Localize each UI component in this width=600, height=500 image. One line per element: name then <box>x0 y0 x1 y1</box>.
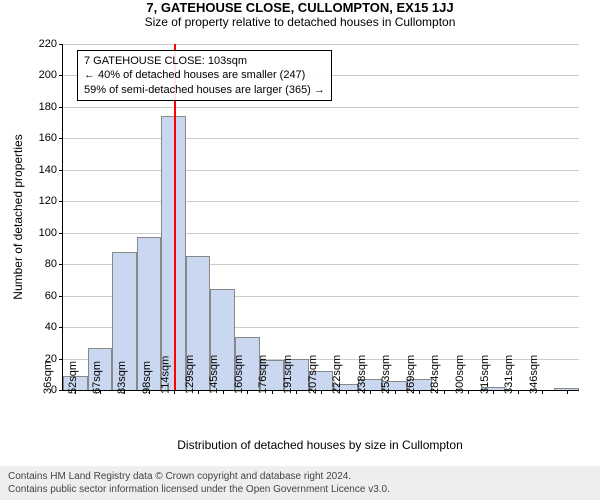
xtick-label: 145sqm <box>208 355 220 394</box>
xtick-mark <box>370 390 371 394</box>
gridline <box>63 170 579 171</box>
info-line: ← 40% of detached houses are smaller (24… <box>84 68 325 82</box>
xtick-mark <box>493 390 494 394</box>
xtick-mark <box>174 390 175 394</box>
xtick-mark <box>321 390 322 394</box>
xtick-label: 331sqm <box>503 355 515 394</box>
x-axis-label: Distribution of detached houses by size … <box>177 438 463 452</box>
gridline <box>63 138 579 139</box>
xtick-mark <box>198 390 199 394</box>
xtick-mark <box>567 390 568 394</box>
ytick-label: 120 <box>39 195 63 207</box>
xtick-mark <box>419 390 420 394</box>
info-line: 7 GATEHOUSE CLOSE: 103sqm <box>84 54 325 68</box>
gridline <box>63 107 579 108</box>
ytick-label: 160 <box>39 132 63 144</box>
xtick-label: 52sqm <box>67 361 79 394</box>
gridline <box>63 44 579 45</box>
xtick-label: 67sqm <box>91 361 103 394</box>
footer-attribution: Contains HM Land Registry data © Crown c… <box>0 466 600 500</box>
xtick-label: 269sqm <box>405 355 417 394</box>
xtick-mark <box>272 390 273 394</box>
plot-area: 02040608010012014016018020022036sqm52sqm… <box>62 44 579 391</box>
chart-container: { "layout": { "title_fontsize": 13, "sub… <box>0 0 600 500</box>
gridline <box>63 233 579 234</box>
gridline <box>63 201 579 202</box>
info-line: 59% of semi-detached houses are larger (… <box>84 83 325 97</box>
xtick-label: 114sqm <box>160 356 172 394</box>
xtick-mark <box>542 390 543 394</box>
y-axis-label: Number of detached properties <box>11 134 25 299</box>
ytick-label: 40 <box>45 321 63 333</box>
xtick-mark <box>296 390 297 394</box>
xtick-label: 284sqm <box>429 355 441 394</box>
xtick-label: 98sqm <box>141 361 153 394</box>
xtick-label: 36sqm <box>42 361 54 394</box>
xtick-label: 253sqm <box>380 355 392 394</box>
xtick-label: 191sqm <box>282 355 294 394</box>
chart-title: 7, GATEHOUSE CLOSE, CULLOMPTON, EX15 1JJ <box>0 0 600 15</box>
xtick-label: 160sqm <box>233 355 245 394</box>
xtick-label: 300sqm <box>454 355 466 394</box>
xtick-mark <box>468 390 469 394</box>
xtick-label: 346sqm <box>528 355 540 394</box>
info-box: 7 GATEHOUSE CLOSE: 103sqm← 40% of detach… <box>77 50 332 101</box>
xtick-label: 222sqm <box>331 355 343 394</box>
xtick-mark <box>223 390 224 394</box>
xtick-label: 315sqm <box>478 355 490 394</box>
ytick-label: 80 <box>45 258 63 270</box>
footer-line-2: Contains public sector information licen… <box>8 483 592 496</box>
ytick-label: 100 <box>39 227 63 239</box>
xtick-label: 176sqm <box>257 355 269 394</box>
xtick-mark <box>247 390 248 394</box>
xtick-mark <box>346 390 347 394</box>
xtick-label: 129sqm <box>184 355 196 394</box>
xtick-label: 207sqm <box>306 355 318 394</box>
xtick-mark <box>518 390 519 394</box>
ytick-label: 200 <box>39 69 63 81</box>
xtick-label: 83sqm <box>116 361 128 394</box>
xtick-mark <box>444 390 445 394</box>
chart-subtitle: Size of property relative to detached ho… <box>0 15 600 29</box>
xtick-mark <box>395 390 396 394</box>
ytick-label: 60 <box>45 290 63 302</box>
ytick-label: 140 <box>39 164 63 176</box>
footer-line-1: Contains HM Land Registry data © Crown c… <box>8 470 592 483</box>
xtick-label: 238sqm <box>356 355 368 394</box>
ytick-label: 180 <box>39 101 63 113</box>
ytick-label: 220 <box>39 38 63 50</box>
